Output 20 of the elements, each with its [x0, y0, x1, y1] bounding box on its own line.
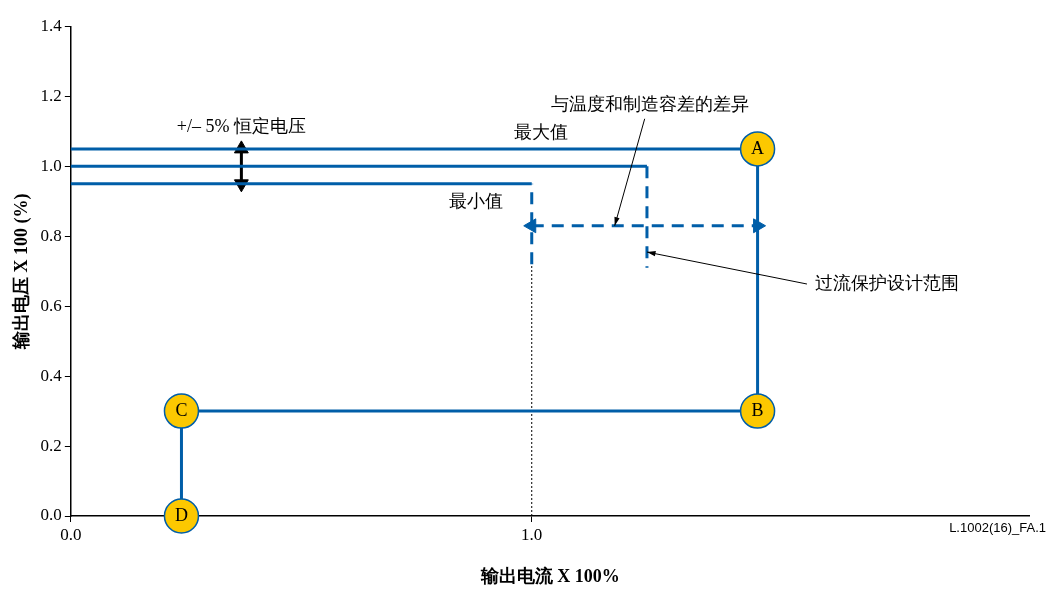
annotation: 与温度和制造容差的差异 [550, 93, 749, 114]
annotation: 最大值 [513, 121, 568, 142]
annotation: B [751, 399, 764, 420]
annotation: 最小值 [449, 190, 504, 211]
annotation: A [751, 137, 765, 158]
annotation: 过流保护设计范围 [814, 272, 959, 293]
y-tick-label: 0.8 [40, 225, 62, 245]
annotation: +/– 5% 恒定电压 [176, 115, 306, 136]
y-tick-label: 0.6 [40, 295, 62, 315]
y-tick-label: 1.4 [40, 15, 63, 35]
y-tick-label: 0.0 [40, 505, 62, 525]
y-axis-title: 输出电压 X 100 (%) [11, 193, 33, 350]
y-tick-label: 0.2 [40, 435, 62, 455]
y-tick-label: 1.2 [40, 85, 62, 105]
annotation: D [174, 504, 188, 525]
text: L.1002(16)_FA.1 [949, 519, 1046, 535]
y-tick-label: 0.4 [40, 365, 63, 385]
annotation: C [175, 399, 188, 420]
x-axis-title: 输出电流 X 100% [479, 565, 620, 586]
y-tick-label: 1.0 [40, 155, 62, 175]
